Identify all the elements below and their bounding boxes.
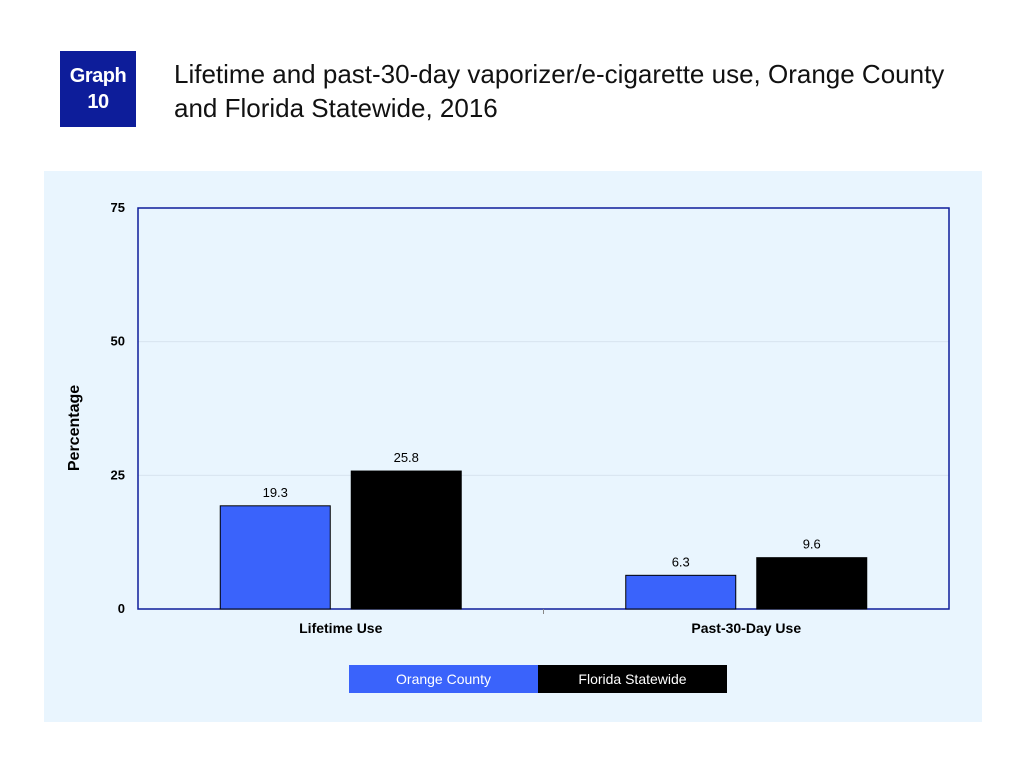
chart-title: Lifetime and past-30-day vaporizer/e-cig… — [174, 59, 945, 123]
data-label: 9.6 — [803, 537, 821, 552]
data-label: 6.3 — [672, 554, 690, 569]
graph-badge-label: Graph — [69, 65, 127, 87]
x-tick-label: Past-30-Day Use — [691, 620, 801, 636]
y-tick-label: 50 — [111, 334, 125, 349]
graph-badge-number: 10 — [87, 91, 109, 113]
data-label: 25.8 — [394, 450, 419, 465]
legend: Orange County Florida Statewide — [349, 665, 727, 693]
bar — [625, 574, 737, 610]
legend-item-florida-statewide: Florida Statewide — [538, 665, 727, 693]
bar — [350, 470, 462, 610]
x-tick-label: Lifetime Use — [299, 620, 382, 636]
y-tick-label: 75 — [111, 200, 125, 215]
graph-badge: Graph 10 — [60, 51, 136, 127]
y-tick-label: 25 — [111, 467, 125, 482]
bar — [219, 505, 331, 610]
y-tick-label: 0 — [118, 601, 125, 616]
legend-item-orange-county: Orange County — [349, 665, 538, 693]
y-axis-title: Percentage — [66, 385, 83, 471]
bar — [756, 557, 868, 610]
data-label: 19.3 — [263, 485, 288, 500]
